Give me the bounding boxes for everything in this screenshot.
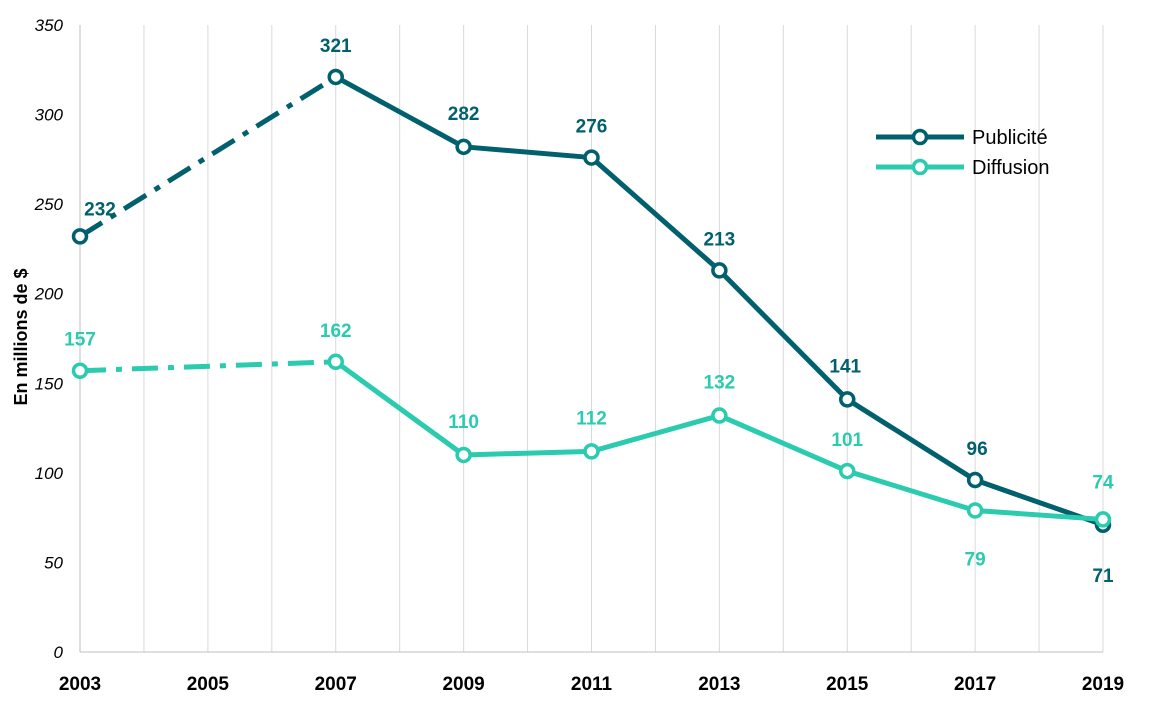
y-tick-label: 0	[54, 643, 64, 662]
data-labels: 232 321 282 276 213 141 96 71 157 162 110 112 132 101…	[64, 36, 1114, 587]
data-label: 157	[64, 330, 96, 351]
x-tick-labels: 2003 2005 2007 2009 2011 2013 2015 2017 2019	[59, 674, 1124, 695]
x-tick-label: 2011	[571, 674, 613, 695]
data-point	[455, 446, 472, 464]
series-line-dashed	[79, 359, 336, 374]
x-tick-label: 2013	[698, 674, 740, 695]
data-label: 96	[967, 439, 988, 460]
data-label: 71	[1092, 566, 1114, 587]
x-tick-label: 2003	[59, 674, 101, 695]
y-axis-label: En millions de $	[11, 268, 31, 405]
grid	[79, 25, 1104, 652]
series-group	[71, 68, 1112, 534]
y-tick-labels: 0 50 100 150 200 250 300 350	[34, 16, 64, 662]
data-point	[1094, 511, 1112, 528]
data-label: 321	[320, 36, 352, 57]
y-tick-label: 350	[35, 16, 64, 35]
axes	[79, 25, 1103, 653]
data-point	[327, 68, 344, 86]
data-point	[839, 391, 856, 408]
legend-label: Publicité	[972, 127, 1048, 149]
legend-item-publicité: Publicité	[876, 127, 1048, 149]
legend-swatch-marker	[911, 158, 929, 176]
legend-item-diffusion: Diffusion	[876, 157, 1049, 179]
data-label: 232	[84, 199, 116, 220]
y-tick-label: 50	[44, 553, 63, 572]
series-diffusion	[71, 353, 1112, 528]
data-label: 101	[831, 430, 863, 451]
legend: Publicité Diffusion	[876, 127, 1049, 179]
data-point	[71, 228, 89, 245]
data-label: 282	[448, 104, 480, 125]
y-tick-label: 200	[34, 285, 64, 304]
data-point	[583, 443, 600, 460]
data-label: 74	[1092, 472, 1114, 493]
data-point	[711, 262, 728, 279]
data-point	[966, 471, 984, 489]
x-tick-label: 2005	[187, 674, 230, 695]
series-publicité	[71, 68, 1112, 534]
data-label: 141	[829, 356, 861, 377]
data-point	[327, 353, 344, 371]
x-tick-label: 2017	[954, 674, 996, 695]
data-point	[583, 149, 600, 166]
data-label: 276	[576, 117, 608, 138]
data-label: 79	[965, 549, 986, 570]
data-label: 132	[704, 373, 736, 394]
x-tick-label: 2019	[1082, 674, 1124, 695]
data-label: 213	[704, 229, 736, 250]
data-label: 112	[576, 408, 607, 429]
data-label: 110	[448, 412, 479, 433]
y-tick-label: 150	[35, 374, 64, 393]
data-point	[839, 462, 856, 480]
data-point	[455, 138, 472, 156]
legend-label: Diffusion	[972, 157, 1049, 179]
data-point	[71, 362, 89, 379]
data-label: 162	[320, 321, 352, 342]
y-tick-label: 100	[35, 464, 64, 483]
data-point	[966, 502, 984, 519]
y-tick-label: 250	[34, 195, 64, 214]
x-tick-label: 2007	[315, 674, 357, 695]
legend-swatch-marker	[911, 128, 929, 146]
y-tick-label: 300	[35, 106, 64, 125]
data-point	[711, 407, 728, 424]
x-tick-label: 2015	[826, 674, 869, 695]
x-tick-label: 2009	[442, 674, 484, 695]
